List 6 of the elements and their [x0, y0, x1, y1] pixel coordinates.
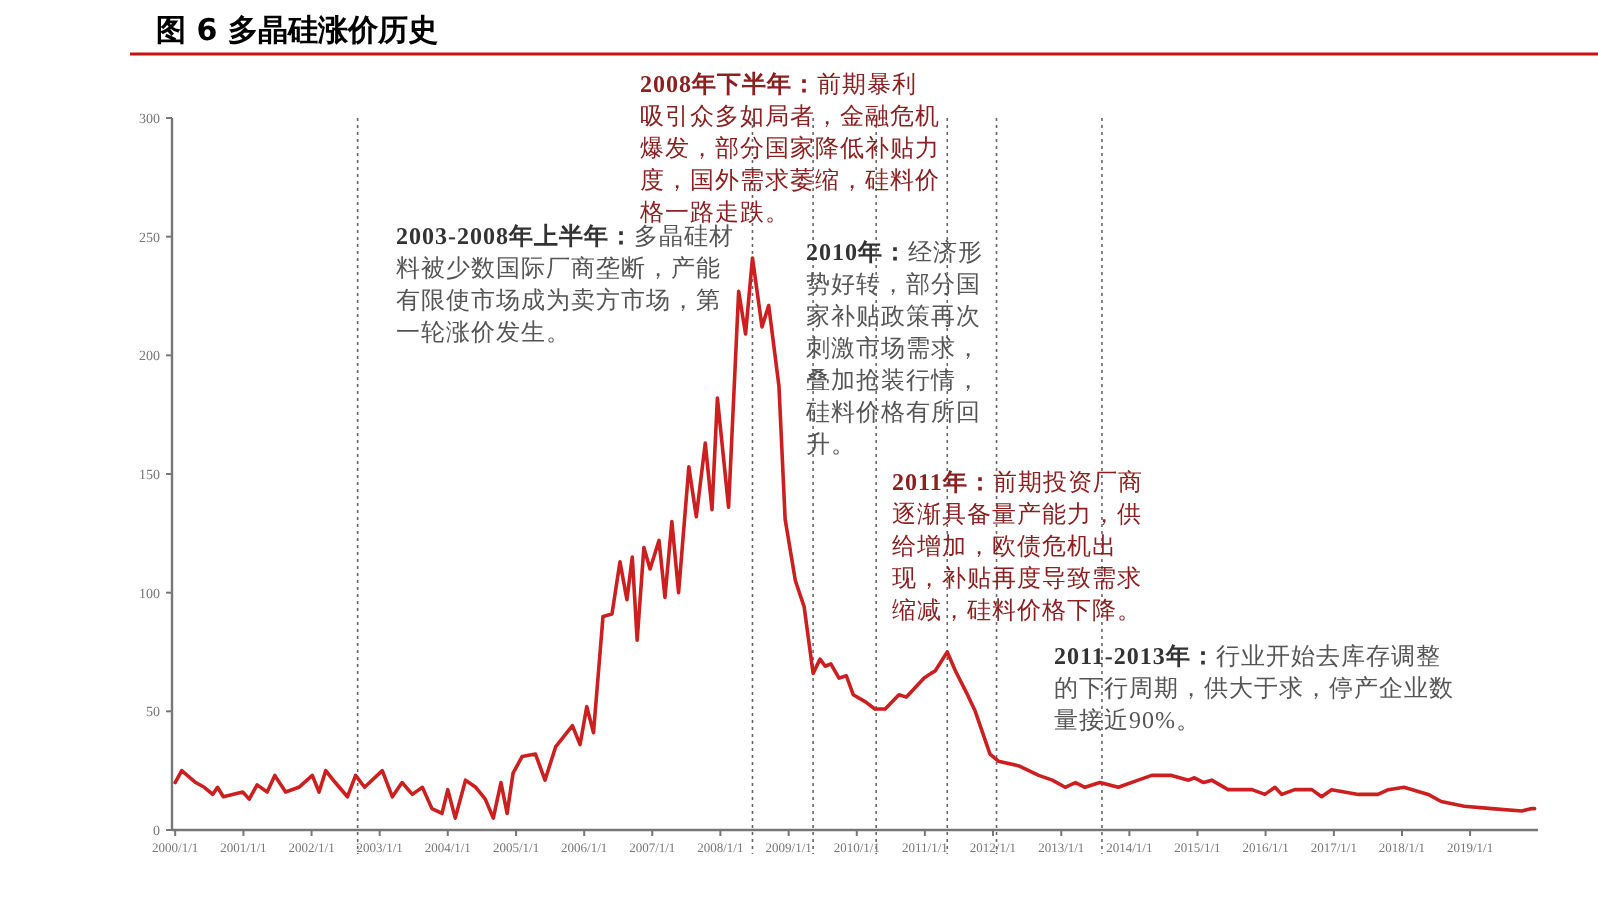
- annotation: 2011-2013年：行业开始去库存调整的下行周期，供大于求，停产企业数量接近90%。: [1054, 640, 1454, 736]
- annotation: 2003-2008年上半年：多晶硅材料被少数国际厂商垄断，产能有限使市场成为卖方市场，第一轮涨价发生。: [396, 222, 734, 348]
- title: 图 6 多晶硅涨价历史: [156, 12, 438, 48]
- annotation: 2008年下半年：前期暴利吸引众多如局者，金融危机爆发，部分国家降低补贴力度，国外需求萎缩，硅料价格一路走跌。: [640, 68, 940, 226]
- annotation: 2010年：经济形势好转，部分国家补贴政策再次刺激市场需求，叠加抢装行情，硅料价格有所回升。: [806, 236, 985, 460]
- annotation: 2011年：前期投资厂商逐渐具备量产能力，供给增加，欧债危机出现，补贴再度导致需求缩减，硅料价格下降。: [892, 466, 1145, 626]
